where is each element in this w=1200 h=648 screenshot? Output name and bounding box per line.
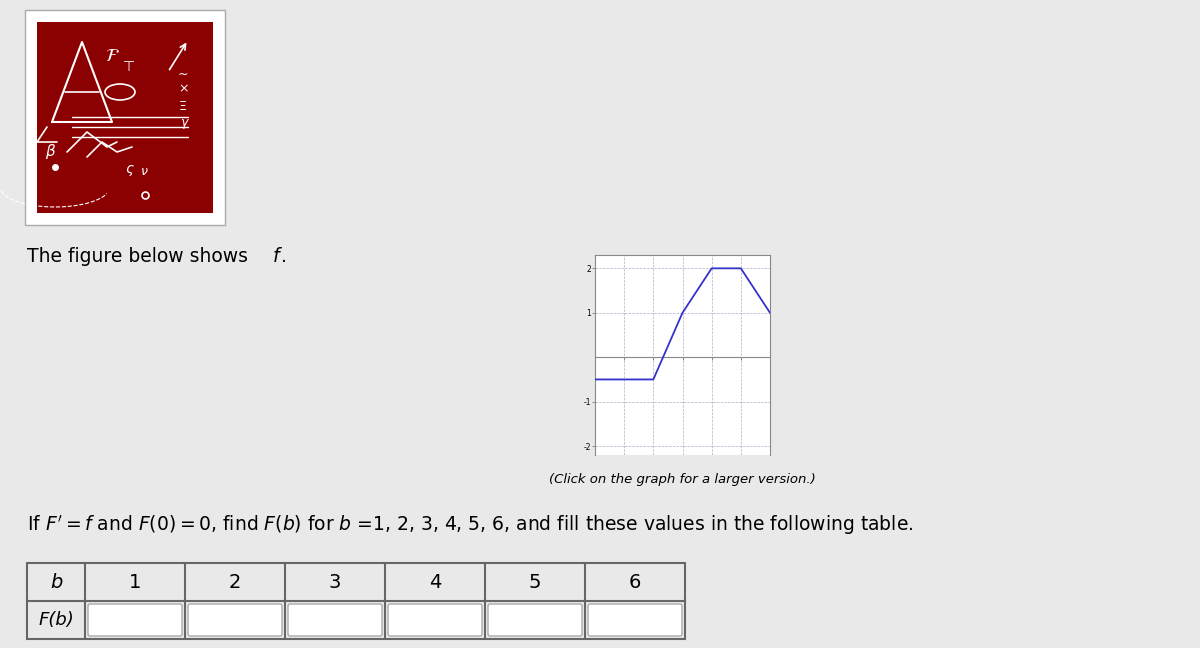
FancyBboxPatch shape: [488, 604, 582, 636]
FancyBboxPatch shape: [388, 604, 482, 636]
Text: $\Xi$: $\Xi$: [178, 100, 187, 113]
FancyBboxPatch shape: [588, 604, 682, 636]
Text: 2: 2: [229, 572, 241, 592]
Bar: [28, 563, 685, 639]
Text: $\sim$: $\sim$: [175, 67, 188, 80]
FancyBboxPatch shape: [88, 604, 182, 636]
Text: (Click on the graph for a larger version.): (Click on the graph for a larger version…: [550, 473, 816, 486]
Text: 1: 1: [128, 572, 142, 592]
Text: 4: 4: [428, 572, 442, 592]
Text: .: .: [281, 247, 287, 266]
FancyBboxPatch shape: [25, 10, 226, 225]
Text: If $F' = f$ and $F(0) = 0$, find $F(b)$ for $b$ =1, 2, 3, 4, 5, 6, and fill thes: If $F' = f$ and $F(0) = 0$, find $F(b)$ …: [28, 513, 913, 537]
Text: The figure below shows: The figure below shows: [28, 247, 254, 266]
Text: $\mathcal{F}$: $\mathcal{F}$: [106, 47, 120, 65]
Text: f: f: [274, 247, 280, 266]
Text: $\gamma$: $\gamma$: [180, 117, 190, 131]
Text: 3: 3: [329, 572, 341, 592]
Text: $\top$: $\top$: [120, 60, 136, 74]
Text: 6: 6: [629, 572, 641, 592]
Text: $\times$: $\times$: [178, 82, 188, 95]
Text: $\varsigma$: $\varsigma$: [125, 163, 134, 178]
Bar: [37, 22, 214, 213]
FancyBboxPatch shape: [288, 604, 382, 636]
Text: b: b: [50, 572, 62, 592]
Text: F(b): F(b): [38, 611, 74, 629]
Text: $\beta$: $\beta$: [46, 142, 56, 161]
Text: $\nu$: $\nu$: [140, 165, 149, 178]
FancyBboxPatch shape: [188, 604, 282, 636]
Text: 5: 5: [529, 572, 541, 592]
